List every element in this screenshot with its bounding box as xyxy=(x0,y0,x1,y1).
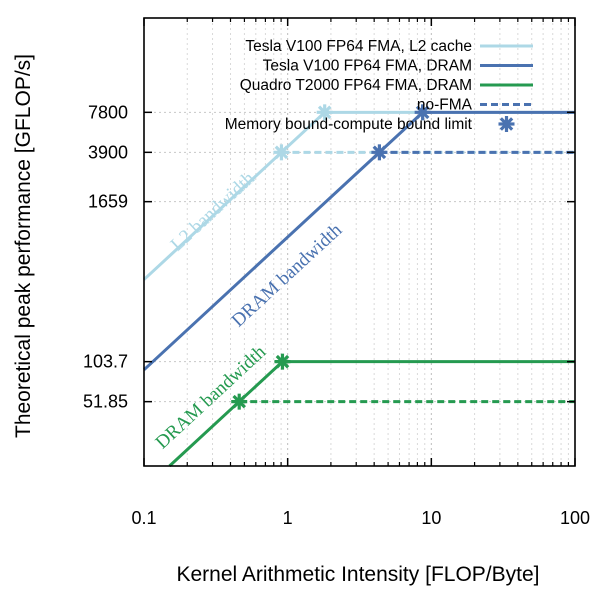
y-tick-label: 103.7 xyxy=(83,352,128,372)
plot-frame xyxy=(143,17,576,467)
bandwidth-label: L2 bandwidth xyxy=(167,168,259,256)
legend: Tesla V100 FP64 FMA, L2 cache Tesla V100 … xyxy=(225,38,533,133)
marker-stroke xyxy=(415,105,430,120)
limit-marker xyxy=(316,104,333,121)
limit-marker xyxy=(498,116,515,132)
legend-label: Memory bound-compute bound limit xyxy=(225,116,473,133)
y-tick-label: 1659 xyxy=(88,192,128,212)
limit-marker xyxy=(231,393,248,410)
marker-stroke xyxy=(372,145,387,160)
marker-stroke xyxy=(317,105,332,120)
x-axis-title: Kernel Arithmetic Intensity [FLOP/Byte] xyxy=(177,563,540,586)
limit-markers xyxy=(231,104,431,410)
marker-stroke xyxy=(275,354,290,369)
y-tick-label: 3900 xyxy=(88,142,128,162)
x-tick-label: 0.1 xyxy=(131,508,156,528)
y-axis-title: Theoretical peak performance [GFLOP/s] xyxy=(12,54,35,438)
marker-stroke xyxy=(274,145,289,160)
bandwidth-label: DRAM bandwidth xyxy=(152,341,271,453)
legend-label: no-FMA xyxy=(417,97,473,114)
limit-marker xyxy=(274,353,291,370)
y-tick-label: 51.85 xyxy=(83,392,128,412)
x-tick-label: 1 xyxy=(283,508,293,528)
x-tick-label: 10 xyxy=(421,508,441,528)
x-tick-label: 100 xyxy=(560,508,590,528)
legend-label: Tesla V100 FP64 FMA, DRAM xyxy=(263,58,472,75)
marker-stroke xyxy=(499,117,514,131)
marker-stroke xyxy=(232,394,247,409)
limit-marker xyxy=(371,144,388,161)
y-tick-label: 7800 xyxy=(88,102,128,122)
roofline-series xyxy=(142,110,575,281)
limit-marker xyxy=(273,144,290,161)
limit-marker xyxy=(414,104,431,121)
axis-ticks: 0.1 1 10 100 51.85 103.7 1659 3900 7800 xyxy=(83,18,590,528)
legend-label: Quadro T2000 FP64 FMA, DRAM xyxy=(240,77,472,94)
legend-label: Tesla V100 FP64 FMA, L2 cache xyxy=(245,38,472,55)
